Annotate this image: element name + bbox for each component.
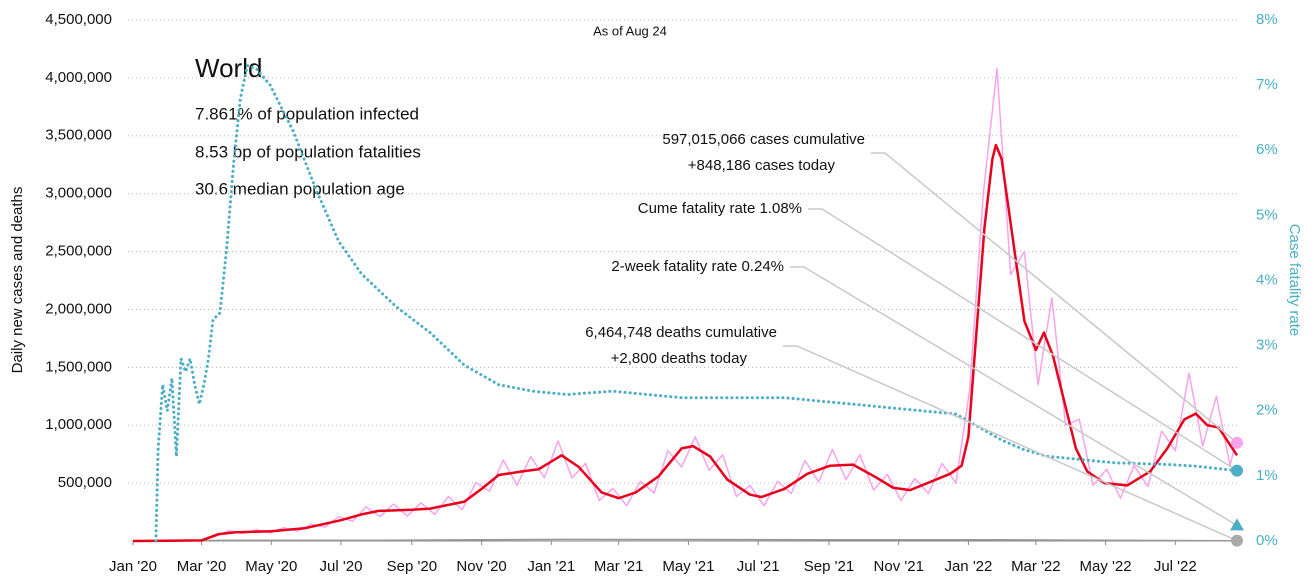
y2-tick-label: 8% <box>1256 11 1278 28</box>
y-tick-label: 4,500,000 <box>45 11 112 28</box>
end-marker <box>1231 534 1243 547</box>
callout-label: 2-week fatality rate 0.24% <box>611 258 784 275</box>
y2-tick-label: 3% <box>1256 337 1278 354</box>
leader-line <box>808 208 1238 472</box>
x-tick-label: Jul '22 <box>1154 558 1197 575</box>
annotation: 30.6 median population age <box>195 179 405 198</box>
y-tick-label: 1,000,000 <box>45 416 112 433</box>
data-line <box>132 143 1239 543</box>
x-tick-label: May '20 <box>245 558 297 575</box>
y2-tick-label: 1% <box>1256 467 1278 484</box>
y2-tick-label: 6% <box>1256 141 1278 158</box>
leader-line <box>783 345 1238 542</box>
end-marker <box>1231 464 1243 477</box>
callout-label: Cume fatality rate 1.08% <box>638 200 802 217</box>
x-tick-label: Mar '20 <box>177 558 227 575</box>
x-tick-label: Jul '20 <box>320 558 363 575</box>
x-tick-label: Sep '21 <box>804 558 854 575</box>
x-tick-label: Jan '21 <box>527 558 575 575</box>
end-marker <box>1231 436 1243 449</box>
end-marker <box>1230 518 1244 531</box>
y2-tick-label: 2% <box>1256 402 1278 419</box>
data-line <box>132 538 1238 542</box>
x-tick-label: Jul '21 <box>737 558 780 575</box>
leader-line <box>790 266 1238 527</box>
y-tick-label: 3,000,000 <box>45 185 112 202</box>
callout-label: 6,464,748 deaths cumulative <box>585 324 777 341</box>
y2-tick-label: 7% <box>1256 76 1278 93</box>
y-tick-label: 4,000,000 <box>45 69 112 86</box>
annotation: 8.53 bp of population fatalities <box>195 142 421 161</box>
x-tick-label: Sep '20 <box>387 558 437 575</box>
callout-label: +2,800 deaths today <box>611 350 748 367</box>
x-tick-label: May '22 <box>1080 558 1132 575</box>
x-tick-label: May '21 <box>662 558 714 575</box>
y-tick-label: 1,500,000 <box>45 358 112 375</box>
x-tick-label: Jan '22 <box>944 558 992 575</box>
y-tick-label: 2,500,000 <box>45 243 112 260</box>
y-tick-label: 500,000 <box>58 474 112 491</box>
y2-tick-label: 5% <box>1256 206 1278 223</box>
y-tick-label: 3,500,000 <box>45 127 112 144</box>
callout-label: +848,186 cases today <box>688 157 836 174</box>
chart-subtitle: As of Aug 24 <box>593 23 667 38</box>
x-tick-label: Mar '21 <box>594 558 644 575</box>
y2-axis-label: Case fatality rate <box>1286 224 1303 337</box>
annotation: 7.861% of population infected <box>195 104 419 123</box>
y2-tick-label: 4% <box>1256 271 1278 288</box>
data-line <box>154 64 1239 543</box>
y-tick-label: 2,000,000 <box>45 300 112 317</box>
y-axis-label: Daily new cases and deaths <box>9 187 26 374</box>
x-tick-label: Jan '20 <box>109 558 157 575</box>
y2-tick-label: 0% <box>1256 532 1278 549</box>
leader-line <box>871 152 1238 444</box>
x-tick-label: Nov '21 <box>874 558 924 575</box>
callout-label: 597,015,066 cases cumulative <box>662 131 865 148</box>
x-tick-label: Mar '22 <box>1011 558 1061 575</box>
x-tick-label: Nov '20 <box>456 558 506 575</box>
